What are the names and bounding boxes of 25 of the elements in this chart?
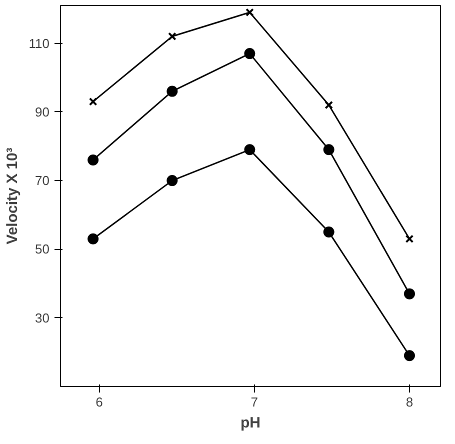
- point: [323, 226, 334, 238]
- x-tick-label: 6: [96, 394, 103, 410]
- point: [323, 144, 334, 156]
- point: [405, 234, 414, 244]
- point: [244, 144, 256, 156]
- x-tick-label: 8: [406, 394, 414, 410]
- y-tick-label: 70: [35, 173, 50, 188]
- point: [324, 100, 334, 110]
- y-tick-label: 50: [35, 242, 50, 257]
- point: [244, 48, 256, 60]
- point: [166, 175, 178, 186]
- x-tick-label: 7: [250, 394, 258, 410]
- y-tick-label: 90: [35, 104, 50, 120]
- point: [404, 288, 415, 300]
- point: [166, 86, 178, 97]
- point: [88, 154, 99, 166]
- point: [246, 8, 254, 17]
- point: [88, 233, 99, 244]
- point: [168, 32, 176, 41]
- point: [88, 97, 98, 106]
- x-axis-title: pH: [240, 414, 260, 432]
- y-axis-title: Velocity X 10³: [4, 148, 21, 244]
- point: [404, 350, 415, 362]
- y-tick-label: 110: [28, 36, 50, 51]
- y-tick-label: 30: [35, 310, 50, 326]
